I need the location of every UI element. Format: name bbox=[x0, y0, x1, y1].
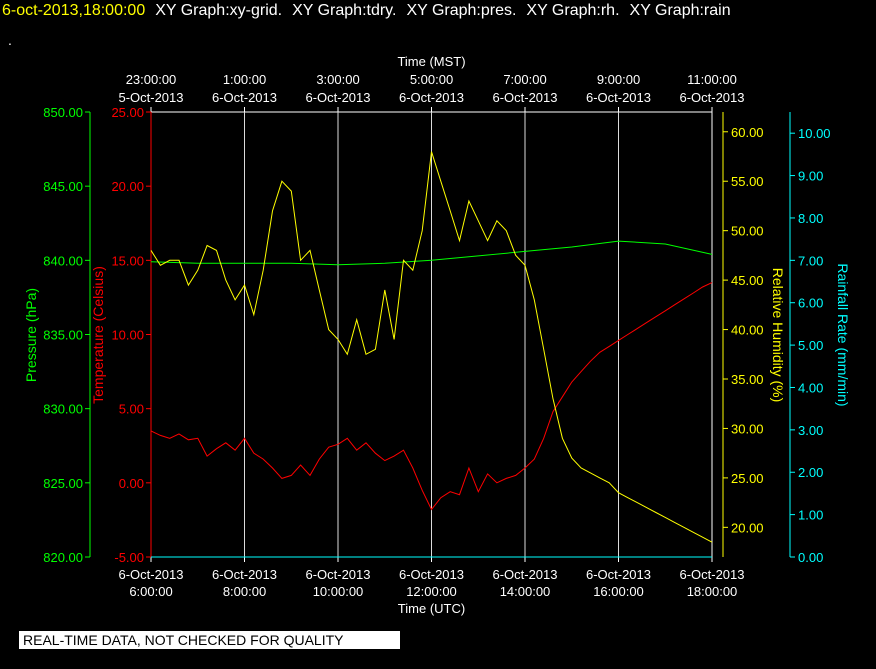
humidity-tick-label: 25.00 bbox=[731, 471, 764, 486]
temperature-tick-label: 0.00 bbox=[119, 476, 144, 491]
top-tick-label-date: 6-Oct-2013 bbox=[586, 90, 651, 105]
bottom-tick-label-date: 6-Oct-2013 bbox=[118, 567, 183, 582]
top-tick-label-date: 6-Oct-2013 bbox=[212, 90, 277, 105]
top-tick-label-time: 11:00:00 bbox=[687, 72, 737, 87]
title-rh: XY Graph:rh. bbox=[526, 2, 620, 19]
header-dot: . bbox=[8, 32, 12, 48]
series-line-tdry bbox=[150, 282, 713, 511]
title-tdry: XY Graph:tdry. bbox=[292, 2, 397, 19]
humidity-tick-label: 50.00 bbox=[731, 224, 764, 239]
temperature-tick-label: 15.00 bbox=[111, 253, 144, 268]
rain-tick-label: 7.00 bbox=[798, 253, 823, 268]
top-tick-label-time: 9:00:00 bbox=[597, 72, 640, 87]
humidity-tick-label: 35.00 bbox=[731, 372, 764, 387]
top-tick-label-time: 7:00:00 bbox=[503, 72, 546, 87]
bottom-tick-label-time: 16:00:00 bbox=[593, 584, 644, 599]
bottom-tick-label-time: 8:00:00 bbox=[223, 584, 266, 599]
rain-axis-label: Rainfall Rate (mm/min) bbox=[835, 263, 851, 406]
pressure-tick-label: 820.00 bbox=[43, 550, 83, 565]
bottom-tick-label-time: 10:00:00 bbox=[313, 584, 364, 599]
bottom-tick-label-date: 6-Oct-2013 bbox=[492, 567, 557, 582]
temperature-tick-label: 25.00 bbox=[111, 105, 144, 120]
pressure-tick-label: 840.00 bbox=[43, 253, 83, 268]
window-title: 6-oct-2013,18:00:00 XY Graph:xy-grid. XY G… bbox=[2, 2, 731, 20]
top-tick-label-date: 5-Oct-2013 bbox=[118, 90, 183, 105]
bottom-tick-label-time: 18:00:00 bbox=[687, 584, 738, 599]
top-tick-label-time: 1:00:00 bbox=[223, 72, 266, 87]
rain-tick-label: 10.00 bbox=[798, 126, 831, 141]
rain-tick-label: 8.00 bbox=[798, 211, 823, 226]
bottom-tick-label-date: 6-Oct-2013 bbox=[586, 567, 651, 582]
rain-tick-label: 9.00 bbox=[798, 169, 823, 184]
humidity-tick-label: 30.00 bbox=[731, 421, 764, 436]
rain-tick-label: 4.00 bbox=[798, 380, 823, 395]
pressure-axis-label: Pressure (hPa) bbox=[23, 288, 39, 382]
top-tick-label-date: 6-Oct-2013 bbox=[305, 90, 370, 105]
title-xy-grid: XY Graph:xy-grid. bbox=[155, 2, 283, 19]
bottom-tick-label-time: 14:00:00 bbox=[500, 584, 551, 599]
temperature-tick-label: 10.00 bbox=[111, 328, 144, 343]
series-line-rh bbox=[150, 151, 713, 543]
temperature-tick-label: -5.00 bbox=[114, 550, 144, 565]
pressure-tick-label: 850.00 bbox=[43, 105, 83, 120]
top-tick-label-date: 6-Oct-2013 bbox=[492, 90, 557, 105]
pressure-tick-label: 825.00 bbox=[43, 476, 83, 491]
temperature-axis-label: Temperature (Celsius) bbox=[90, 266, 106, 404]
title-pres: XY Graph:pres. bbox=[406, 2, 517, 19]
top-axis-title: Time (MST) bbox=[397, 54, 465, 69]
humidity-tick-label: 40.00 bbox=[731, 323, 764, 338]
humidity-tick-label: 55.00 bbox=[731, 174, 764, 189]
rain-tick-label: 2.00 bbox=[798, 465, 823, 480]
top-tick-label-time: 3:00:00 bbox=[316, 72, 359, 87]
bottom-tick-label-date: 6-Oct-2013 bbox=[679, 567, 744, 582]
rain-tick-label: 0.00 bbox=[798, 550, 823, 565]
bottom-tick-label-time: 12:00:00 bbox=[406, 584, 457, 599]
timestamp: 6-oct-2013,18:00:00 bbox=[2, 2, 146, 19]
title-rain: XY Graph:rain bbox=[629, 2, 731, 19]
bottom-tick-label-date: 6-Oct-2013 bbox=[305, 567, 370, 582]
rain-tick-label: 3.00 bbox=[798, 423, 823, 438]
bottom-axis-title: Time (UTC) bbox=[398, 601, 465, 616]
top-tick-label-date: 6-Oct-2013 bbox=[399, 90, 464, 105]
pressure-tick-label: 845.00 bbox=[43, 179, 83, 194]
humidity-tick-label: 60.00 bbox=[731, 125, 764, 140]
pressure-tick-label: 835.00 bbox=[43, 328, 83, 343]
rain-tick-label: 1.00 bbox=[798, 508, 823, 523]
temperature-tick-label: 5.00 bbox=[119, 402, 144, 417]
humidity-tick-label: 20.00 bbox=[731, 520, 764, 535]
top-tick-label-time: 5:00:00 bbox=[410, 72, 453, 87]
bottom-tick-label-date: 6-Oct-2013 bbox=[212, 567, 277, 582]
bottom-tick-label-date: 6-Oct-2013 bbox=[399, 567, 464, 582]
top-tick-label-time: 23:00:00 bbox=[126, 72, 177, 87]
pressure-tick-label: 830.00 bbox=[43, 402, 83, 417]
humidity-axis-label: Relative Humidity (%) bbox=[770, 268, 786, 403]
rain-tick-label: 6.00 bbox=[798, 296, 823, 311]
humidity-tick-label: 45.00 bbox=[731, 273, 764, 288]
series-line-pres bbox=[150, 240, 713, 266]
rain-tick-label: 5.00 bbox=[798, 338, 823, 353]
top-tick-label-date: 6-Oct-2013 bbox=[679, 90, 744, 105]
bottom-tick-label-time: 6:00:00 bbox=[129, 584, 172, 599]
quality-disclaimer: REAL-TIME DATA, NOT CHECKED FOR QUALITY bbox=[19, 631, 400, 649]
temperature-tick-label: 20.00 bbox=[111, 179, 144, 194]
